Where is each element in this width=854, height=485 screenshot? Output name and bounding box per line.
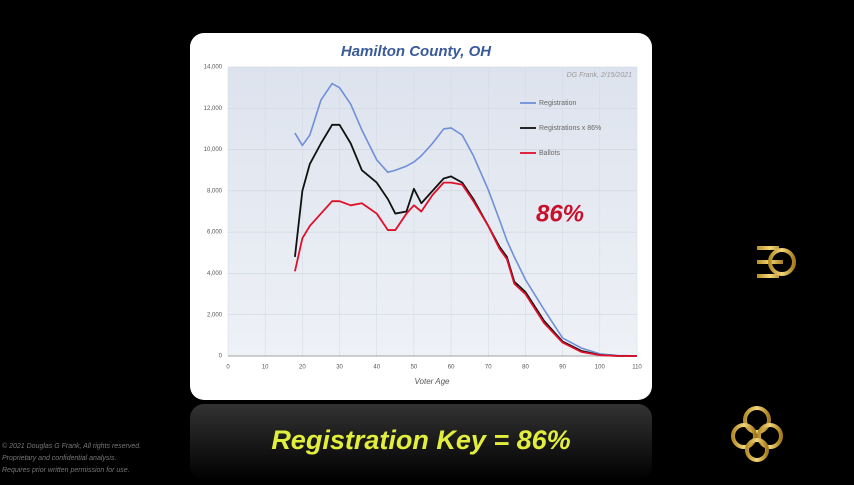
series-line bbox=[294, 82, 638, 357]
y-tick-label: 14,000 bbox=[204, 65, 223, 71]
x-tick-label: 10 bbox=[262, 365, 269, 371]
x-tick-label: 60 bbox=[448, 365, 455, 371]
caption: Registration Key = 86% bbox=[271, 425, 570, 455]
x-tick-label: 50 bbox=[411, 365, 418, 371]
series-line bbox=[294, 123, 637, 357]
x-tick-label: 110 bbox=[632, 365, 642, 371]
x-tick-label: 20 bbox=[299, 365, 306, 371]
y-tick-label: 6,000 bbox=[207, 230, 223, 236]
y-tick-label: 12,000 bbox=[204, 106, 223, 112]
legend-label: Registrations x 86% bbox=[539, 125, 601, 132]
y-tick-label: 4,000 bbox=[207, 271, 223, 277]
y-tick-label: 0 bbox=[219, 354, 223, 360]
highlight: 86% bbox=[536, 200, 584, 227]
x-tick-label: 40 bbox=[373, 365, 380, 371]
x-tick-label: 90 bbox=[559, 365, 566, 371]
legend-label: Registration bbox=[539, 100, 576, 107]
legend-label: Ballots bbox=[539, 150, 561, 157]
x-tick-label: 100 bbox=[595, 365, 606, 371]
copyright: © 2021 Douglas G Frank, All rights reser… bbox=[2, 442, 141, 450]
reflection bbox=[190, 404, 652, 480]
annotation: DG Frank, 2/15/2021 bbox=[567, 72, 632, 79]
plot-area bbox=[228, 67, 637, 356]
x-axis-label: Voter Age bbox=[415, 377, 451, 386]
x-tick-label: 70 bbox=[485, 365, 492, 371]
key-icon bbox=[731, 238, 796, 462]
copyright: Proprietary and confidential analysis. bbox=[2, 455, 116, 462]
x-tick-label: 0 bbox=[226, 365, 230, 371]
series-line bbox=[294, 181, 637, 357]
y-tick-label: 2,000 bbox=[207, 312, 223, 318]
y-tick-label: 10,000 bbox=[204, 147, 223, 153]
x-tick-label: 80 bbox=[522, 365, 529, 371]
chart-title: Hamilton County, OH bbox=[341, 43, 492, 60]
y-tick-label: 8,000 bbox=[207, 188, 223, 194]
copyright: Requires prior written permission for us… bbox=[2, 467, 130, 474]
x-tick-label: 30 bbox=[336, 365, 343, 371]
chart: 0 2,000 4,000 6,000 8,000 10,000 12,000 14,000 0… bbox=[204, 65, 643, 371]
